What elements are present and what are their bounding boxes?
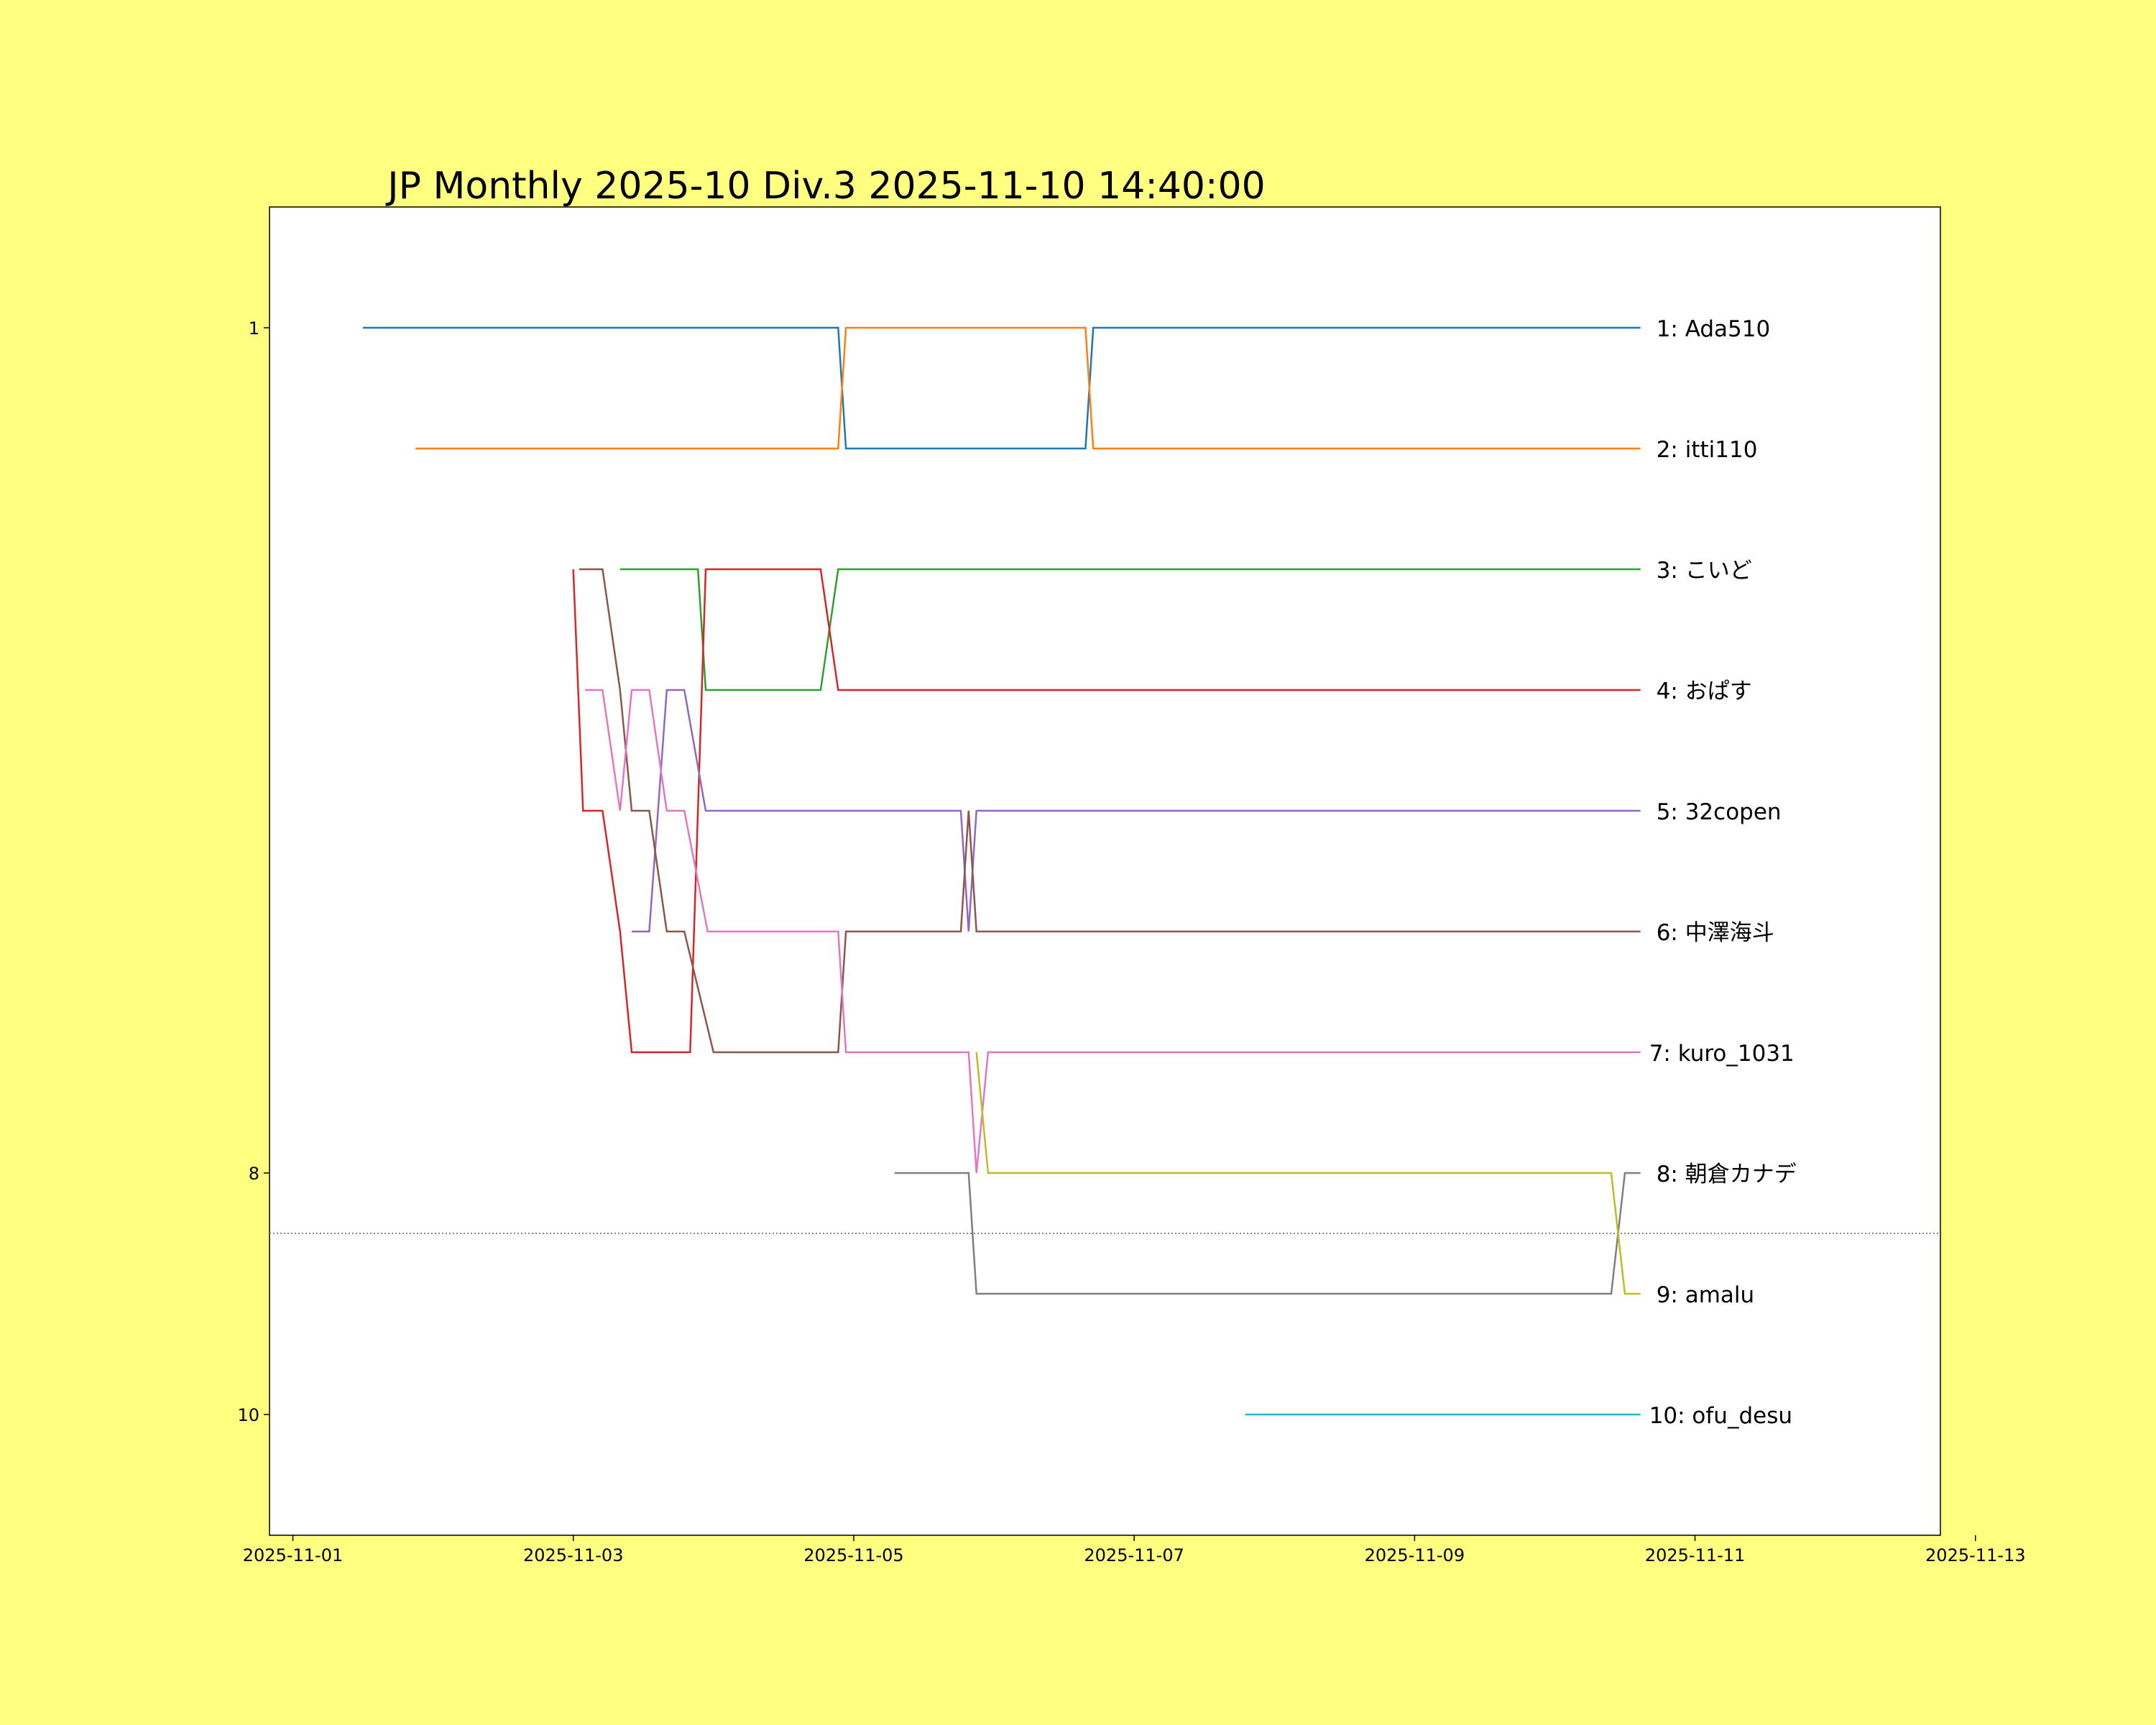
end-label-4: 4: おぱす (1657, 678, 1752, 704)
x-tick-label-5: 2025-11-09 (1365, 1545, 1465, 1565)
x-tick-label-1: 2025-11-01 (243, 1545, 343, 1565)
end-label-1: 1: Ada510 (1657, 316, 1771, 342)
x-tick-label-3: 2025-11-05 (803, 1545, 903, 1565)
x-tick-label-2: 2025-11-03 (523, 1545, 623, 1565)
y-tick-label-3: 10 (237, 1405, 259, 1425)
y-tick-label-1: 1 (249, 318, 259, 339)
series-line-7 (585, 689, 1641, 1174)
end-label-5: 5: 32copen (1657, 799, 1782, 825)
end-labels: 1: Ada510 2: itti110 3: こいど 4: おぱす 5: 32cope… (1649, 316, 1797, 1429)
y-tick-label-2: 8 (249, 1164, 259, 1184)
series-layer (363, 326, 1641, 1416)
series-line-6 (579, 568, 1641, 1054)
end-label-9: 9: amalu (1657, 1282, 1754, 1308)
x-tick-label-4: 2025-11-07 (1084, 1545, 1184, 1565)
series-line-8 (894, 1172, 1641, 1295)
end-label-8: 8: 朝倉カナデ (1657, 1162, 1797, 1187)
plot-area (269, 206, 1941, 1536)
series-line-2 (415, 326, 1641, 450)
x-tick-label-7: 2025-11-13 (1925, 1545, 2025, 1565)
end-label-6: 6: 中澤海斗 (1657, 920, 1774, 946)
series-line-3 (619, 568, 1641, 691)
x-axis: 2025-11-01 2025-11-03 2025-11-05 2025-11-07… (243, 1535, 2026, 1565)
series-line-1 (363, 326, 1641, 450)
chart-title: JP Monthly 2025-10 Div.3 2025-11-10 14:4… (385, 165, 1265, 208)
end-label-10: 10: ofu_desu (1649, 1403, 1792, 1429)
series-line-9 (975, 1052, 1641, 1295)
end-label-3: 3: こいど (1657, 558, 1752, 584)
end-label-2: 2: itti110 (1657, 437, 1758, 463)
end-label-7: 7: kuro_1031 (1649, 1041, 1795, 1067)
x-tick-label-6: 2025-11-11 (1645, 1545, 1745, 1565)
series-line-4 (572, 568, 1641, 1054)
